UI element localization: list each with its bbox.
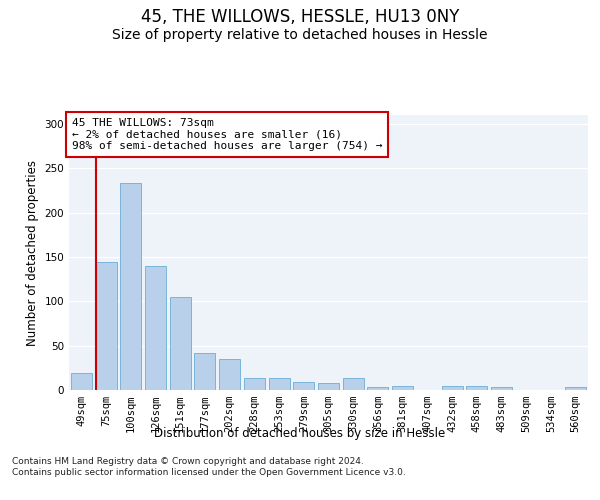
Text: Distribution of detached houses by size in Hessle: Distribution of detached houses by size … [154,428,446,440]
Bar [120,184,141,390]
Y-axis label: Number of detached properties: Number of detached properties [26,160,39,346]
Bar [194,352,215,390]
Text: Contains HM Land Registry data © Crown copyright and database right 2024.
Contai: Contains HM Land Registry data © Crown c… [12,458,406,477]
Bar [466,386,487,390]
Bar [269,378,290,390]
Bar [367,388,388,390]
Bar [343,378,364,390]
Bar [145,266,166,390]
Bar [565,388,586,390]
Bar [318,383,339,390]
Bar [293,382,314,390]
Bar [95,262,116,390]
Bar [219,359,240,390]
Text: Size of property relative to detached houses in Hessle: Size of property relative to detached ho… [112,28,488,42]
Bar [71,373,92,390]
Bar [392,386,413,390]
Bar [170,297,191,390]
Bar [491,388,512,390]
Bar [244,378,265,390]
Text: 45 THE WILLOWS: 73sqm
← 2% of detached houses are smaller (16)
98% of semi-detac: 45 THE WILLOWS: 73sqm ← 2% of detached h… [71,118,382,151]
Bar [442,386,463,390]
Text: 45, THE WILLOWS, HESSLE, HU13 0NY: 45, THE WILLOWS, HESSLE, HU13 0NY [141,8,459,26]
